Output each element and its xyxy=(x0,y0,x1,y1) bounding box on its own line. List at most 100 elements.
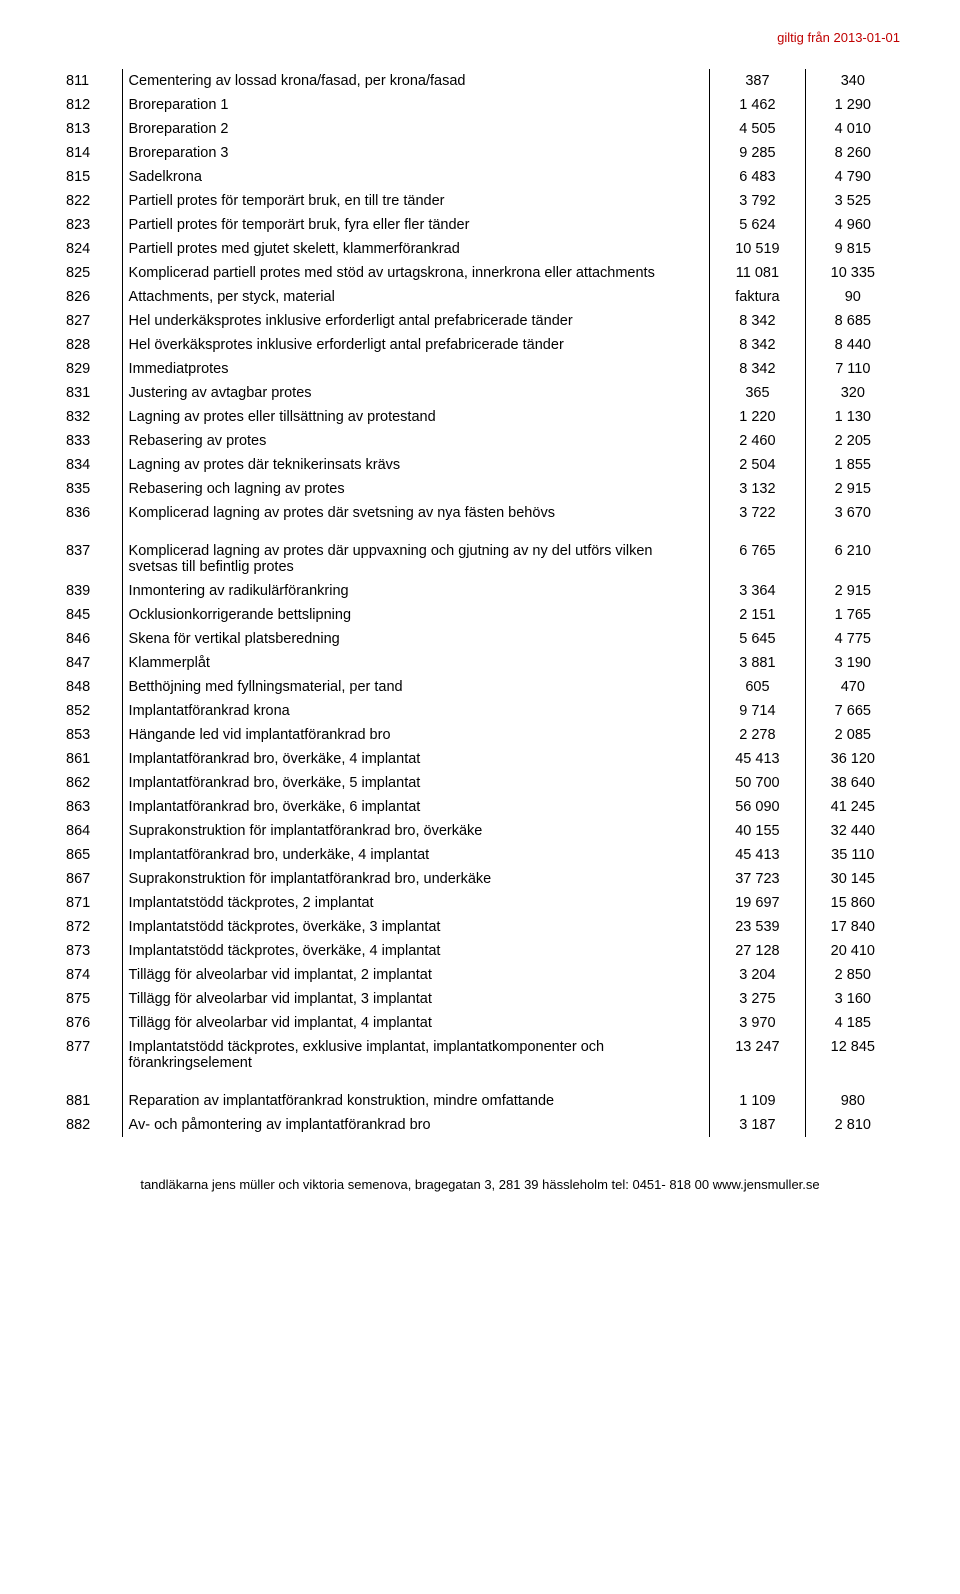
cell-code: 861 xyxy=(60,747,122,771)
cell-p2: 4 790 xyxy=(805,165,900,189)
table-row: 852Implantatförankrad krona9 7147 665 xyxy=(60,699,900,723)
cell-desc: Suprakonstruktion för implantatförankrad… xyxy=(122,867,710,891)
cell-p1: 3 364 xyxy=(710,579,805,603)
table-row: 853Hängande led vid implantatförankrad b… xyxy=(60,723,900,747)
table-row: 846Skena för vertikal platsberedning5 64… xyxy=(60,627,900,651)
table-row: 814Broreparation 39 2858 260 xyxy=(60,141,900,165)
cell-p2: 2 810 xyxy=(805,1113,900,1137)
table-row: 813Broreparation 24 5054 010 xyxy=(60,117,900,141)
table-row: 833Rebasering av protes2 4602 205 xyxy=(60,429,900,453)
cell-desc: Komplicerad partiell protes med stöd av … xyxy=(122,261,710,285)
cell-p2: 2 085 xyxy=(805,723,900,747)
table-row: 811Cementering av lossad krona/fasad, pe… xyxy=(60,69,900,93)
validity-label: giltig från 2013-01-01 xyxy=(60,30,900,45)
table-row: 861Implantatförankrad bro, överkäke, 4 i… xyxy=(60,747,900,771)
cell-code: 852 xyxy=(60,699,122,723)
cell-p2: 1 130 xyxy=(805,405,900,429)
cell-code: 863 xyxy=(60,795,122,819)
cell-p1: 5 624 xyxy=(710,213,805,237)
cell-p2: 1 855 xyxy=(805,453,900,477)
footer-text: tandläkarna jens müller och viktoria sem… xyxy=(60,1177,900,1192)
cell-p2: 9 815 xyxy=(805,237,900,261)
cell-p1: 605 xyxy=(710,675,805,699)
cell-p2: 90 xyxy=(805,285,900,309)
cell-p1: 3 187 xyxy=(710,1113,805,1137)
cell-code: 848 xyxy=(60,675,122,699)
cell-desc: Reparation av implantatförankrad konstru… xyxy=(122,1089,710,1113)
cell-desc: Rebasering och lagning av protes xyxy=(122,477,710,501)
cell-p2: 1 765 xyxy=(805,603,900,627)
cell-p1: 6 765 xyxy=(710,539,805,579)
cell-p1: 365 xyxy=(710,381,805,405)
cell-p2: 8 440 xyxy=(805,333,900,357)
cell-code: 877 xyxy=(60,1035,122,1075)
cell-p1: 4 505 xyxy=(710,117,805,141)
cell-p2: 340 xyxy=(805,69,900,93)
table-row: 837Komplicerad lagning av protes där upp… xyxy=(60,539,900,579)
cell-code: 836 xyxy=(60,501,122,525)
cell-p1: 1 220 xyxy=(710,405,805,429)
cell-p1: 50 700 xyxy=(710,771,805,795)
cell-desc: Klammerplåt xyxy=(122,651,710,675)
table-row: 825Komplicerad partiell protes med stöd … xyxy=(60,261,900,285)
cell-p2: 4 185 xyxy=(805,1011,900,1035)
table-row: 845Ocklusionkorrigerande bettslipning2 1… xyxy=(60,603,900,627)
cell-p1: 3 792 xyxy=(710,189,805,213)
table-row: 848Betthöjning med fyllningsmaterial, pe… xyxy=(60,675,900,699)
spacer-row xyxy=(60,525,900,539)
cell-desc: Hängande led vid implantatförankrad bro xyxy=(122,723,710,747)
cell-p1: 8 342 xyxy=(710,357,805,381)
cell-desc: Betthöjning med fyllningsmaterial, per t… xyxy=(122,675,710,699)
cell-desc: Implantatförankrad bro, överkäke, 6 impl… xyxy=(122,795,710,819)
table-row: 873Implantatstödd täckprotes, överkäke, … xyxy=(60,939,900,963)
table-row: 864Suprakonstruktion för implantatförank… xyxy=(60,819,900,843)
cell-code: 845 xyxy=(60,603,122,627)
cell-code: 846 xyxy=(60,627,122,651)
table-row: 836Komplicerad lagning av protes där sve… xyxy=(60,501,900,525)
cell-desc: Broreparation 3 xyxy=(122,141,710,165)
cell-desc: Suprakonstruktion för implantatförankrad… xyxy=(122,819,710,843)
cell-p1: 2 151 xyxy=(710,603,805,627)
table-row: 823Partiell protes för temporärt bruk, f… xyxy=(60,213,900,237)
cell-p2: 7 110 xyxy=(805,357,900,381)
cell-p2: 32 440 xyxy=(805,819,900,843)
cell-p2: 20 410 xyxy=(805,939,900,963)
cell-desc: Broreparation 2 xyxy=(122,117,710,141)
cell-code: 834 xyxy=(60,453,122,477)
cell-desc: Partiell protes för temporärt bruk, fyra… xyxy=(122,213,710,237)
cell-p1: 3 204 xyxy=(710,963,805,987)
cell-p2: 2 915 xyxy=(805,579,900,603)
cell-p1: 37 723 xyxy=(710,867,805,891)
cell-code: 867 xyxy=(60,867,122,891)
cell-p1: 27 128 xyxy=(710,939,805,963)
cell-p1: 9 285 xyxy=(710,141,805,165)
table-row: 876Tillägg för alveolarbar vid implantat… xyxy=(60,1011,900,1035)
cell-code: 827 xyxy=(60,309,122,333)
cell-code: 881 xyxy=(60,1089,122,1113)
cell-desc: Broreparation 1 xyxy=(122,93,710,117)
cell-p1: 2 278 xyxy=(710,723,805,747)
cell-code: 812 xyxy=(60,93,122,117)
cell-desc: Immediatprotes xyxy=(122,357,710,381)
cell-code: 826 xyxy=(60,285,122,309)
cell-desc: Sadelkrona xyxy=(122,165,710,189)
cell-code: 828 xyxy=(60,333,122,357)
cell-desc: Tillägg för alveolarbar vid implantat, 3… xyxy=(122,987,710,1011)
cell-p2: 2 915 xyxy=(805,477,900,501)
cell-code: 829 xyxy=(60,357,122,381)
cell-desc: Implantatstödd täckprotes, överkäke, 4 i… xyxy=(122,939,710,963)
table-row: 834Lagning av protes där teknikerinsats … xyxy=(60,453,900,477)
cell-p1: faktura xyxy=(710,285,805,309)
cell-code: 865 xyxy=(60,843,122,867)
cell-p2: 980 xyxy=(805,1089,900,1113)
cell-code: 814 xyxy=(60,141,122,165)
table-row: 832Lagning av protes eller tillsättning … xyxy=(60,405,900,429)
cell-p2: 7 665 xyxy=(805,699,900,723)
cell-p1: 10 519 xyxy=(710,237,805,261)
table-row: 831Justering av avtagbar protes365320 xyxy=(60,381,900,405)
cell-code: 824 xyxy=(60,237,122,261)
table-row: 828Hel överkäksprotes inklusive erforder… xyxy=(60,333,900,357)
cell-p1: 3 132 xyxy=(710,477,805,501)
cell-code: 871 xyxy=(60,891,122,915)
cell-code: 873 xyxy=(60,939,122,963)
